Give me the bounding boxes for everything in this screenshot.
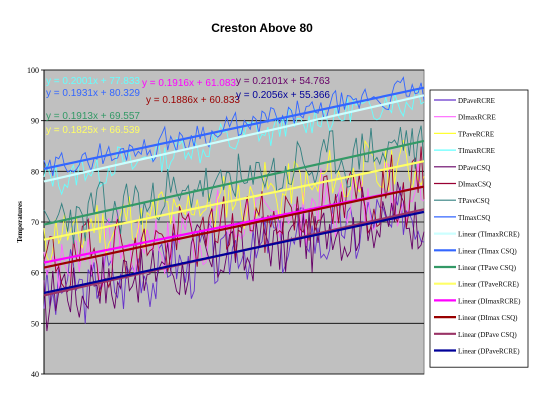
trendline-10 [43, 139, 425, 226]
legend-label: TImaxRCRE [458, 147, 495, 155]
legend-label: DImaxCSQ [458, 181, 491, 189]
equation-label: y = 0.1825x + 66.539 [46, 125, 140, 136]
y-tick-label: 60 [31, 269, 39, 278]
trendline-8 [43, 94, 425, 183]
equation-label: y = 0.1931x + 80.329 [46, 88, 140, 99]
equation-label: y = 0.2101x + 54.763 [236, 76, 330, 87]
trendline-13 [43, 185, 425, 269]
trendline-15 [43, 210, 425, 295]
legend-label: Linear (TImax CSQ) [458, 247, 517, 255]
legend-label: Linear (TPave CSQ) [458, 264, 517, 272]
legend-label: TImaxCSQ [458, 214, 490, 222]
y-axis-label: Temperatures [16, 201, 24, 243]
y-axis-ticks: 40 50 60 70 80 90 100 [27, 66, 45, 379]
equation-label: y = 0.2001x + 77.833 [46, 76, 140, 87]
legend-label: Linear (TImaxRCRE) [458, 231, 520, 239]
equation-label: y = 0.1886x + 60.833 [146, 95, 240, 106]
data-line-6 [43, 125, 425, 244]
trendline-9 [43, 86, 425, 170]
legend [429, 89, 529, 368]
legend-label: TPaveRCRE [458, 130, 494, 138]
y-tick-label: 70 [31, 218, 39, 227]
data-line-4 [43, 181, 425, 332]
y-tick-label: 100 [27, 66, 39, 75]
y-tick-label: 50 [31, 319, 39, 328]
y-tick-label: 40 [31, 370, 39, 379]
legend-label: Linear (DImaxRCRE) [458, 297, 521, 305]
trendline-11 [43, 160, 425, 241]
equation-label: y = 0.1913x + 69.557 [46, 111, 140, 122]
series-group [43, 76, 425, 332]
legend-label: Linear (DImax CSQ) [458, 314, 518, 322]
legend-label: DImaxRCRE [458, 114, 496, 122]
data-line-5 [43, 146, 425, 296]
legend-entries: DPaveRCRE DImaxRCRE TPaveRCRE TImaxRCRE DPav… [434, 97, 521, 356]
y-tick-label: 90 [31, 117, 39, 126]
legend-label: DPaveRCRE [458, 97, 495, 105]
legend-label: Linear (DPaveRCRE) [458, 348, 520, 356]
equation-label: y = 0.2056x + 55.366 [236, 90, 330, 101]
equation-label: y = 0.1916x + 61.083 [142, 78, 236, 89]
gridlines [44, 69, 424, 375]
legend-label: TPaveCSQ [458, 197, 490, 205]
legend-label: Linear (DPave CSQ) [458, 331, 517, 339]
y-tick-label: 80 [31, 167, 39, 176]
legend-label: DPaveCSQ [458, 164, 490, 172]
legend-label: Linear (TPaveRCRE) [458, 281, 520, 289]
chart-title: Creston Above 80 [211, 21, 313, 35]
